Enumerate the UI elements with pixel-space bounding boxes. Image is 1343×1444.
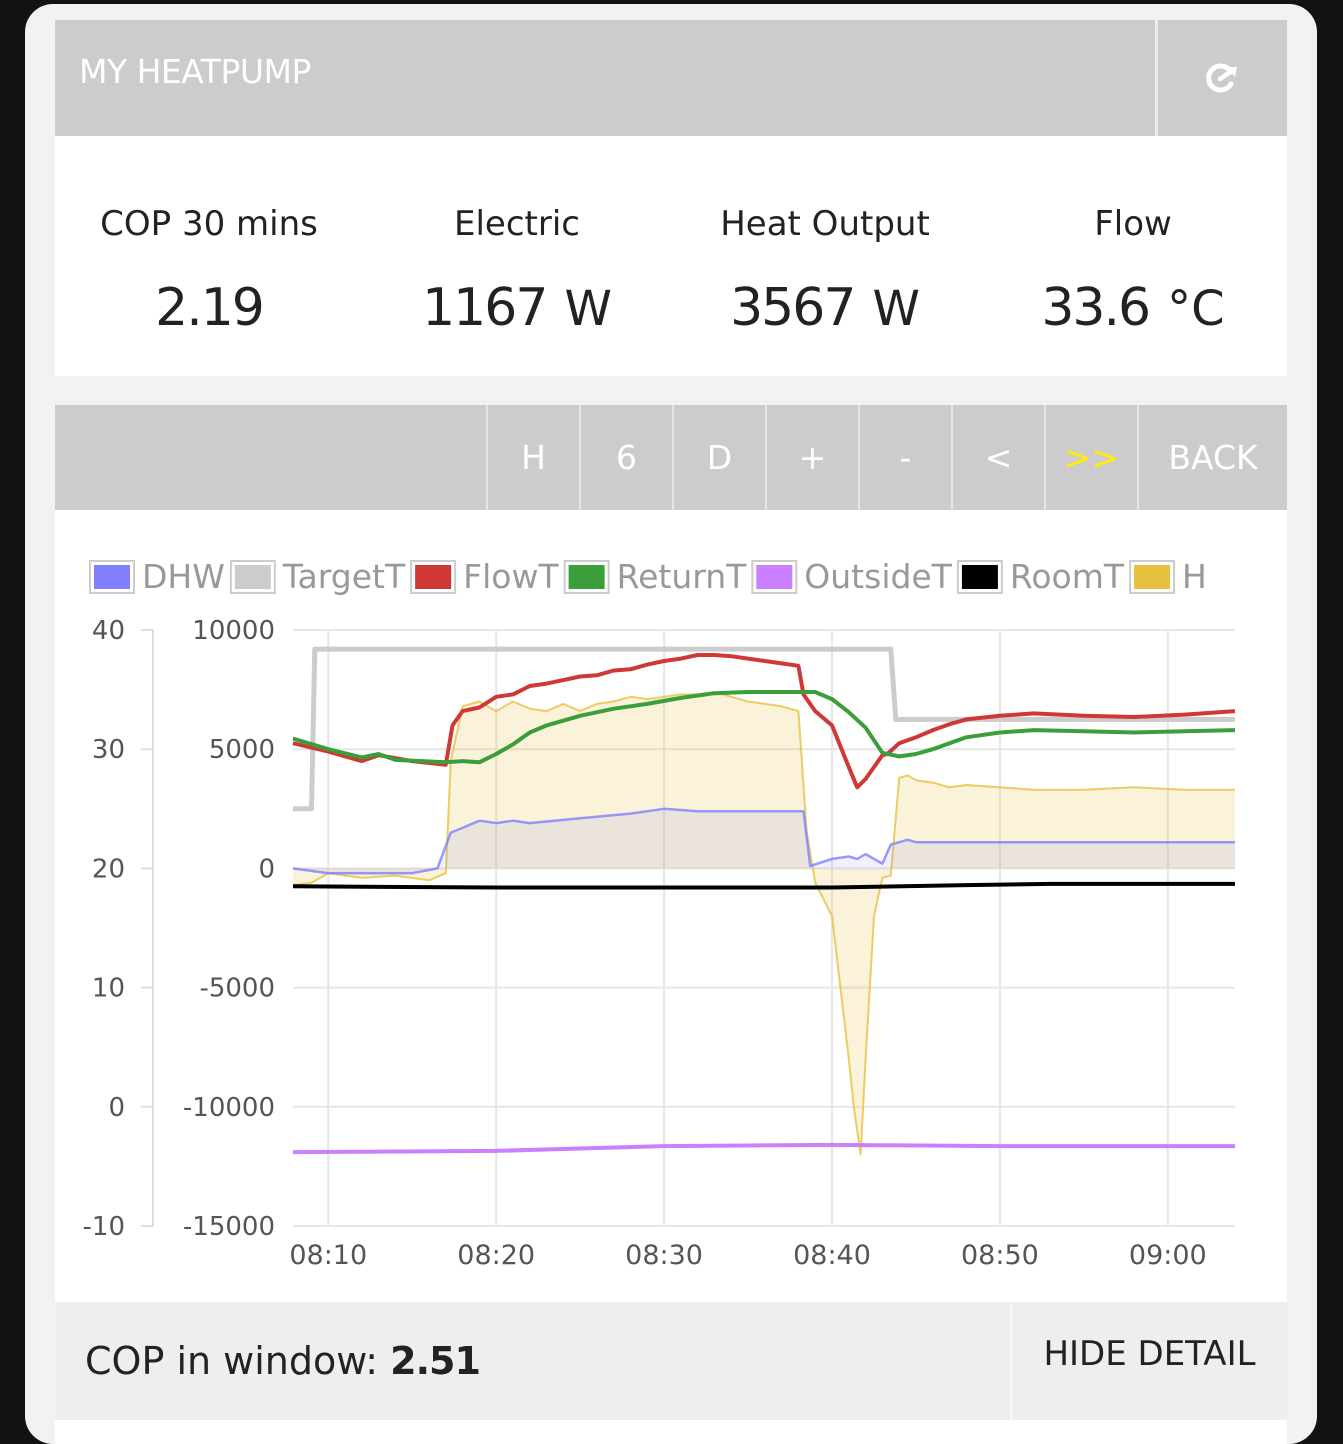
legend-swatch-flowt (415, 565, 452, 589)
stat-heat-output: Heat Output 3567 W (671, 136, 979, 338)
legend-swatch-returnt (568, 565, 605, 589)
y-right-tick-label: -10000 (183, 1093, 275, 1123)
series-line-returnt (292, 690, 1236, 765)
stat-label: COP 30 mins (100, 204, 318, 244)
legend-swatch-targett (234, 565, 271, 589)
legend-swatch-border (563, 560, 610, 594)
heatpump-chart[interactable]: 40 10000 30 5000 20 0 10 -5000 0 -10000 -10 -15000 0… (55, 510, 1287, 1302)
chart-footer: COP in window: 2.51 HIDE DETAIL (55, 1302, 1287, 1420)
y-right-tick-label: -5000 (199, 974, 275, 1004)
legend-swatch-roomt (961, 565, 998, 589)
zoom-in-button[interactable]: + (765, 405, 858, 510)
y-right-tick-label: 10000 (192, 616, 275, 646)
legend-swatch-border (751, 560, 798, 594)
y-left-tick-label: 20 (92, 854, 125, 884)
pan-left-button[interactable]: < (951, 405, 1044, 510)
legend-label: RoomT (1010, 557, 1125, 596)
stats-panel: COP 30 mins 2.19 Electric 1167 W Heat Out… (55, 136, 1287, 376)
stat-electric: Electric 1167 W (363, 136, 671, 338)
legend-label: H (1182, 557, 1207, 596)
six-hour-button[interactable]: 6 (579, 405, 672, 510)
legend-label: FlowT (463, 557, 559, 596)
footer-divider (1010, 1302, 1012, 1420)
stat-value: 3567 W (730, 278, 920, 338)
legend-label: OutsideT (804, 557, 952, 596)
y-left-tick-label: 40 (92, 616, 125, 646)
day-button[interactable]: D (672, 405, 765, 510)
series-line-roomt (292, 881, 1235, 890)
header-divider (1155, 20, 1158, 136)
stat-unit: °C (1167, 281, 1225, 337)
stat-value: 2.19 (155, 278, 265, 338)
chart-toolbar: H 6 D + - < >> BACK (55, 405, 1287, 510)
series-line-flowt (292, 653, 1236, 790)
y-left-tick-label: -10 (83, 1212, 125, 1242)
series-line-h (292, 691, 1235, 1156)
y-left-tick-label: 30 (92, 735, 125, 765)
y-left-tick-label: 0 (108, 1093, 125, 1123)
stat-label: Flow (1094, 204, 1172, 244)
hide-detail-button[interactable]: HIDE DETAIL (1043, 1334, 1256, 1374)
y-left-tick-label: 10 (92, 974, 125, 1004)
app-title: MY HEATPUMP (79, 52, 311, 91)
x-tick-label: 08:30 (625, 1240, 703, 1271)
series-line-targett (293, 646, 1235, 812)
stat-value: 1167 W (422, 278, 612, 338)
y-right-tick-label: 0 (258, 854, 275, 884)
x-tick-label: 08:10 (289, 1240, 367, 1271)
series-line-dhw (292, 807, 1235, 875)
back-button[interactable]: BACK (1137, 405, 1287, 510)
legend-swatch-h (1134, 565, 1171, 589)
stat-unit: W (564, 281, 612, 337)
legend-swatch-border (410, 560, 457, 594)
x-tick-label: 08:50 (961, 1240, 1039, 1271)
cop-window: COP in window: 2.51 (85, 1302, 481, 1420)
legend-swatch-border (956, 560, 1003, 594)
series-line-outsidet (292, 1142, 1235, 1155)
x-tick-label: 09:00 (1129, 1240, 1207, 1271)
legend-swatch-border (1129, 560, 1176, 594)
heatpump-card: MY HEATPUMP COP 30 mins 2.19 Electric 11… (25, 4, 1317, 1444)
x-tick-label: 08:40 (793, 1240, 871, 1271)
chart-area: 40 10000 30 5000 20 0 10 -5000 0 -10000 -10 -15000 0… (55, 510, 1287, 1302)
bottom-strip (55, 1420, 1287, 1444)
legend-swatch-outsidet (756, 565, 793, 589)
y-right-tick-label: 5000 (209, 735, 275, 765)
stat-flow: Flow 33.6 °C (979, 136, 1287, 338)
pan-right-button[interactable]: >> (1044, 405, 1137, 510)
stat-label: Heat Output (720, 204, 930, 244)
share-icon (1205, 63, 1237, 93)
stat-value: 33.6 °C (1041, 278, 1225, 338)
stat-label: Electric (454, 204, 580, 244)
y-right-tick-label: -15000 (183, 1212, 275, 1242)
app-header: MY HEATPUMP (55, 20, 1287, 136)
series-area-h (293, 692, 1235, 1155)
cop-window-label: COP in window: (85, 1339, 379, 1383)
series-area-dhw (293, 808, 1235, 874)
legend-label: DHW (142, 557, 225, 596)
hour-button[interactable]: H (486, 405, 579, 510)
legend-swatch-border (229, 560, 276, 594)
share-button[interactable] (1158, 20, 1287, 136)
x-tick-label: 08:20 (457, 1240, 535, 1271)
stat-unit: W (872, 281, 920, 337)
legend-label: TargetT (282, 557, 406, 596)
legend-label: ReturnT (617, 557, 748, 596)
legend-swatch-dhw (94, 565, 130, 589)
legend-swatch-border (89, 560, 135, 594)
stat-cop: COP 30 mins 2.19 (55, 136, 363, 338)
zoom-out-button[interactable]: - (858, 405, 951, 510)
cop-window-value: 2.51 (390, 1339, 481, 1383)
